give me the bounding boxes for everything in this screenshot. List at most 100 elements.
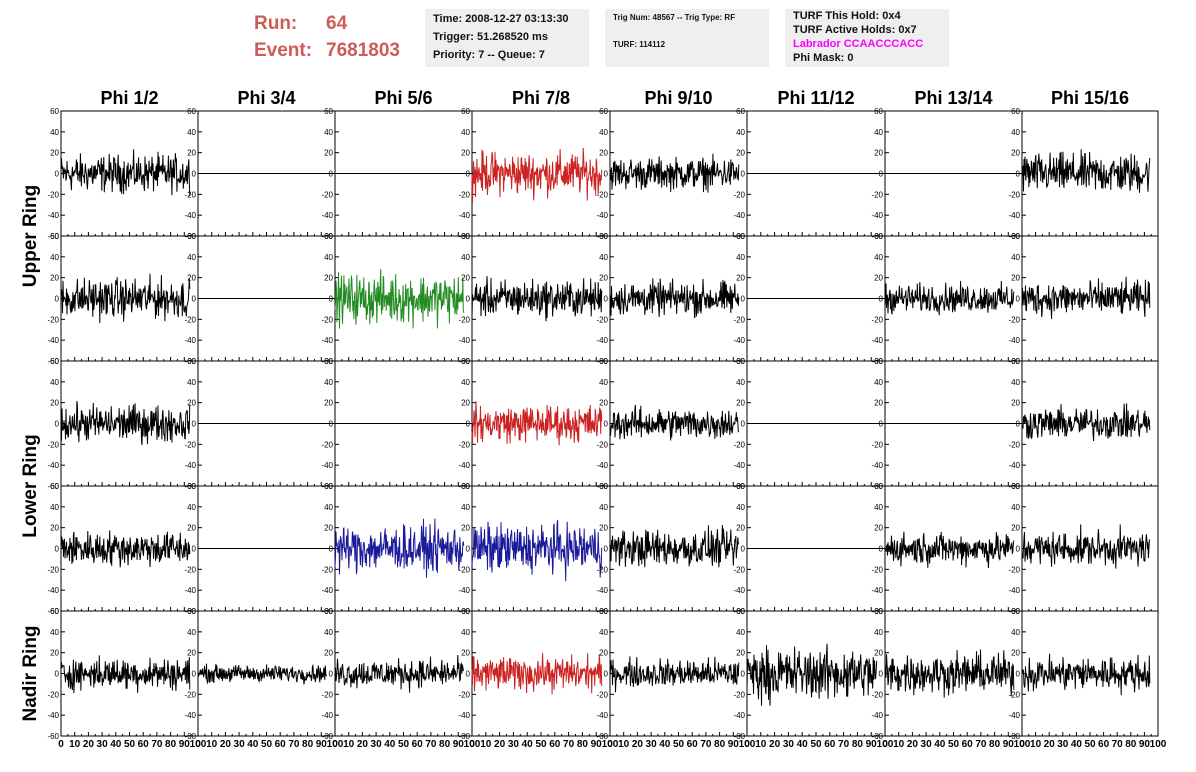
- y-tick-label: -40: [871, 461, 883, 470]
- y-tick-label: 40: [874, 628, 883, 637]
- x-tick-label: 100: [602, 739, 619, 750]
- y-tick-label: 0: [604, 170, 609, 179]
- x-tick-label: 40: [1071, 739, 1083, 750]
- y-tick-label: 60: [461, 232, 470, 241]
- y-tick-label: 40: [324, 628, 333, 637]
- y-tick-label: 0: [1016, 420, 1021, 429]
- y-tick-label: 0: [466, 545, 471, 554]
- y-tick-label: -20: [733, 190, 745, 199]
- y-tick-label: 60: [599, 357, 608, 366]
- row-label: Lower Ring: [20, 434, 41, 537]
- y-tick-label: 20: [874, 399, 883, 408]
- x-tick-label: 0: [469, 739, 475, 750]
- y-tick-label: -20: [321, 565, 333, 574]
- x-tick-label: 70: [975, 739, 987, 750]
- y-tick-label: -40: [596, 336, 608, 345]
- y-tick-label: 60: [736, 107, 745, 116]
- labrador-text: Labrador CCAACCCACC: [793, 38, 924, 50]
- y-tick-label: -40: [733, 711, 745, 720]
- x-tick-label: 30: [1057, 739, 1069, 750]
- y-tick-label: -40: [184, 461, 196, 470]
- y-tick-label: -40: [1008, 586, 1020, 595]
- y-tick-label: 20: [599, 149, 608, 158]
- y-tick-label: 40: [874, 503, 883, 512]
- y-tick-label: -60: [184, 732, 196, 741]
- y-tick-label: 0: [55, 295, 60, 304]
- y-tick-label: -20: [321, 440, 333, 449]
- y-tick-label: -60: [871, 732, 883, 741]
- y-tick-label: 40: [50, 628, 59, 637]
- x-tick-label: 100: [190, 739, 207, 750]
- waveform-trace: [609, 153, 740, 193]
- y-tick-label: -40: [184, 586, 196, 595]
- y-tick-label: 20: [50, 649, 59, 658]
- x-tick-label: 0: [195, 739, 201, 750]
- y-tick-label: 0: [55, 170, 60, 179]
- x-tick-label: 10: [1030, 739, 1042, 750]
- x-tick-label: 80: [302, 739, 314, 750]
- y-tick-label: 0: [329, 670, 334, 679]
- y-tick-label: -20: [871, 565, 883, 574]
- x-tick-label: 100: [739, 739, 756, 750]
- x-tick-label: 60: [138, 739, 150, 750]
- y-tick-label: -60: [47, 482, 59, 491]
- y-tick-label: 60: [599, 107, 608, 116]
- y-tick-label: -40: [458, 711, 470, 720]
- y-tick-label: 20: [736, 149, 745, 158]
- waveform-trace: [471, 520, 603, 582]
- y-tick-label: 20: [1011, 149, 1020, 158]
- x-tick-label: 20: [220, 739, 232, 750]
- x-tick-label: 20: [632, 739, 644, 750]
- y-tick-label: -40: [596, 461, 608, 470]
- y-tick-label: -40: [871, 336, 883, 345]
- y-tick-label: 0: [879, 420, 884, 429]
- y-tick-label: -20: [1008, 315, 1020, 324]
- waveform-trace: [609, 656, 740, 693]
- y-tick-label: 60: [324, 232, 333, 241]
- y-tick-label: -20: [47, 190, 59, 199]
- y-tick-label: 40: [874, 253, 883, 262]
- y-tick-label: 40: [599, 503, 608, 512]
- y-tick-label: -20: [47, 440, 59, 449]
- x-tick-label: 30: [97, 739, 109, 750]
- x-tick-label: 50: [673, 739, 685, 750]
- y-tick-label: -20: [871, 190, 883, 199]
- trig-num-text: Trig Num: 48567 -- Trig Type: RF: [613, 13, 736, 22]
- y-tick-label: -60: [47, 357, 59, 366]
- waveform-trace: [1021, 653, 1151, 696]
- y-tick-label: -40: [458, 461, 470, 470]
- y-tick-label: 0: [329, 170, 334, 179]
- y-tick-label: 20: [874, 149, 883, 158]
- x-tick-label: 0: [58, 739, 64, 750]
- row-label: Nadir Ring: [20, 625, 41, 721]
- y-tick-label: 60: [736, 232, 745, 241]
- x-tick-label: 0: [882, 739, 888, 750]
- y-tick-label: -20: [596, 565, 608, 574]
- y-tick-label: -60: [47, 232, 59, 241]
- y-tick-label: -40: [458, 211, 470, 220]
- y-tick-label: -40: [47, 211, 59, 220]
- y-tick-label: 40: [461, 628, 470, 637]
- y-tick-label: 40: [50, 253, 59, 262]
- y-tick-label: 0: [192, 420, 197, 429]
- y-tick-label: -20: [733, 315, 745, 324]
- x-tick-label: 0: [332, 739, 338, 750]
- x-tick-label: 100: [1014, 739, 1031, 750]
- y-tick-label: -20: [733, 690, 745, 699]
- y-tick-label: -60: [733, 732, 745, 741]
- y-tick-label: -20: [458, 440, 470, 449]
- y-tick-label: -20: [1008, 690, 1020, 699]
- y-tick-label: 60: [599, 607, 608, 616]
- y-tick-label: 0: [1016, 670, 1021, 679]
- y-tick-label: 20: [461, 149, 470, 158]
- y-tick-label: -40: [47, 586, 59, 595]
- y-tick-label: 20: [187, 649, 196, 658]
- x-tick-label: 20: [83, 739, 95, 750]
- y-tick-label: 60: [874, 607, 883, 616]
- y-tick-label: 40: [50, 378, 59, 387]
- y-tick-label: 20: [50, 149, 59, 158]
- y-tick-label: 20: [324, 649, 333, 658]
- x-tick-label: 70: [563, 739, 575, 750]
- y-tick-label: 60: [461, 107, 470, 116]
